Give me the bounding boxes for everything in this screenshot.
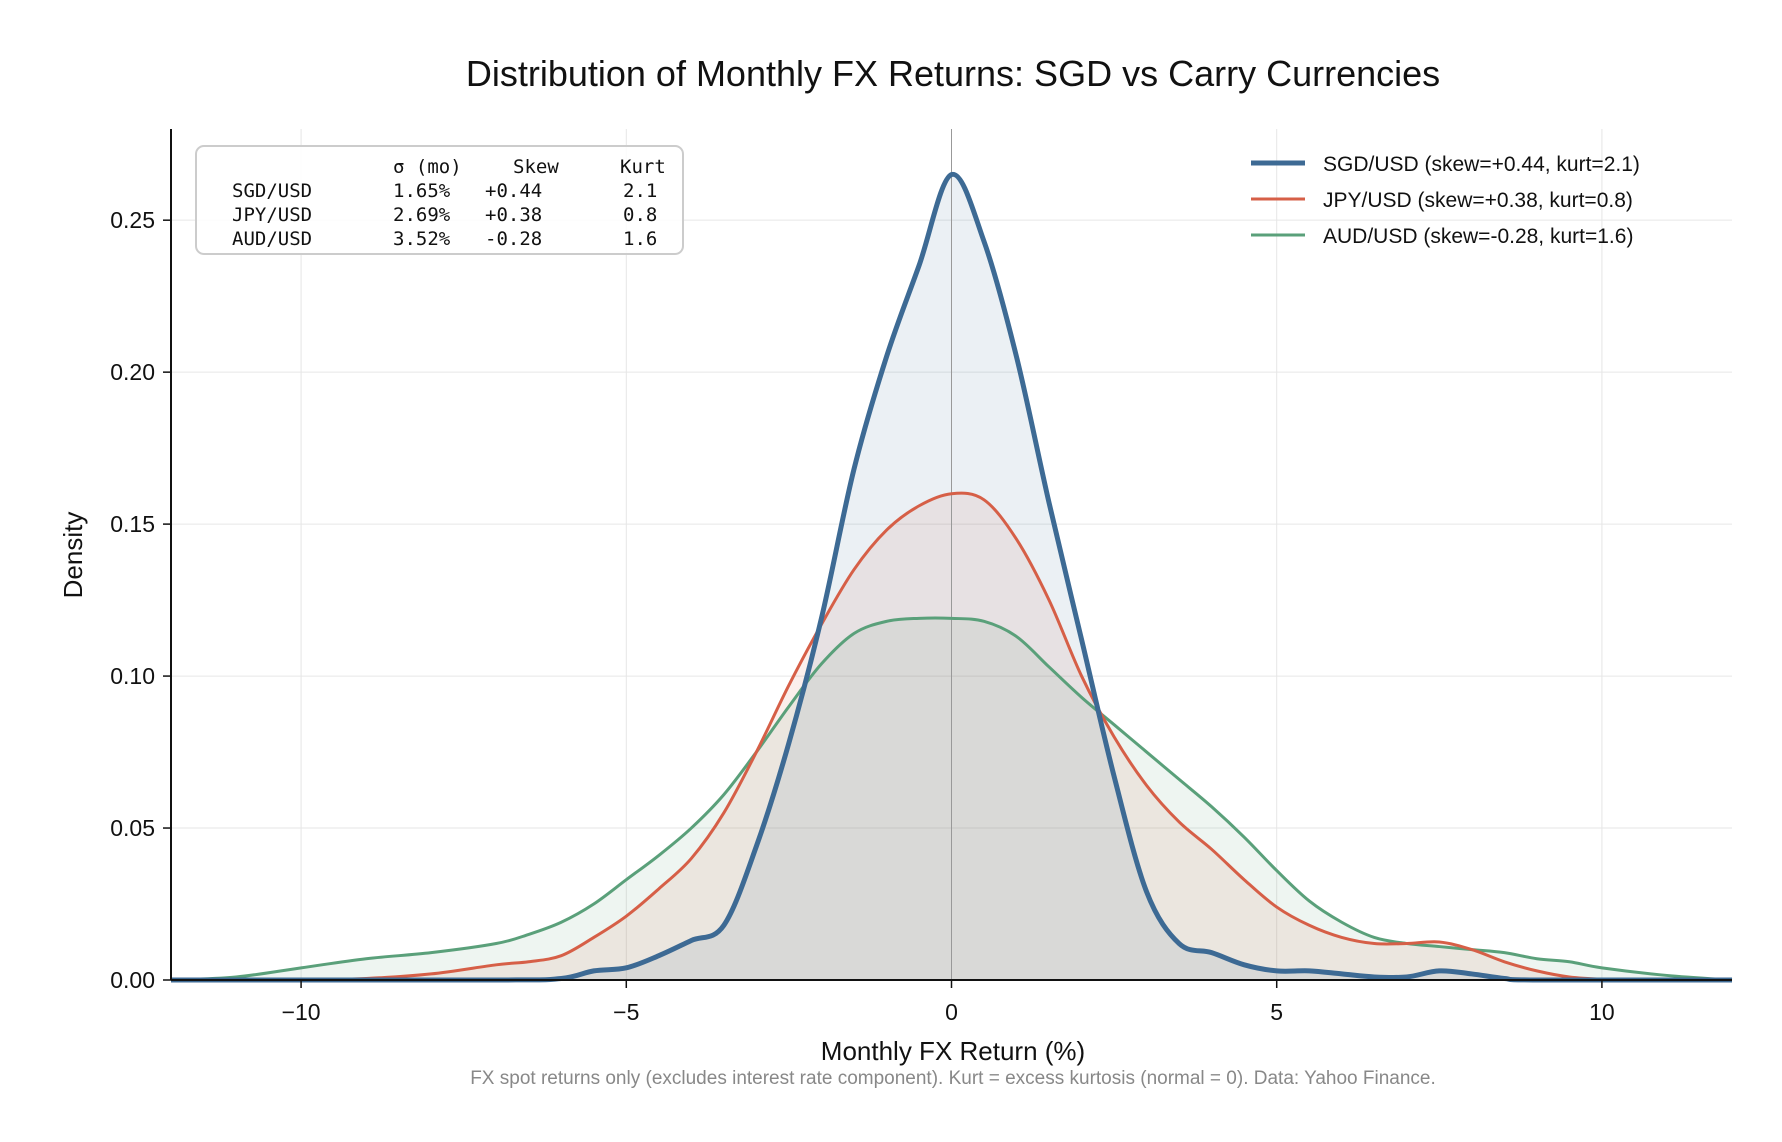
chart-title: Distribution of Monthly FX Returns: SGD … (466, 53, 1440, 94)
y-tick-label: 0.25 (110, 207, 155, 233)
x-tick-label: −10 (282, 999, 321, 1025)
x-tick-label: 0 (945, 999, 958, 1025)
stats-cell: 1.6 (623, 228, 657, 250)
series-lines (170, 172, 1733, 983)
y-tick-label: 0.15 (110, 511, 155, 537)
legend-label: JPY/USD (skew=+0.38, kurt=0.8) (1323, 189, 1633, 212)
y-tick-label: 0.20 (110, 359, 155, 385)
stats-cell: 2.69% (393, 204, 451, 226)
series-line-0 (171, 172, 1732, 983)
legend-label: AUD/USD (skew=-0.28, kurt=1.6) (1323, 225, 1633, 248)
x-tick-label: 5 (1270, 999, 1283, 1025)
stats-cell: 2.1 (623, 180, 657, 202)
stats-cell: +0.38 (485, 204, 542, 226)
legend: SGD/USD (skew=+0.44, kurt=2.1) JPY/USD (s… (1251, 153, 1640, 248)
axes (163, 129, 1732, 988)
stats-cell: SGD/USD (232, 180, 312, 202)
x-tick-label: 10 (1589, 999, 1615, 1025)
stats-cell: 0.8 (623, 204, 657, 226)
stats-header: Skew (513, 156, 559, 178)
x-tick-label: −5 (613, 999, 639, 1025)
footnote: FX spot returns only (excludes interest … (470, 1068, 1436, 1089)
stats-table: σ (mo) Skew Kurt SGD/USD 1.65% +0.44 2.1 JPY/US… (195, 145, 684, 255)
stats-header: σ (mo) (393, 156, 462, 178)
tick-labels: −10 −5 0 5 10 0.00 0.05 0.10 0.15 0.20 0.25 (110, 207, 1614, 1025)
legend-label: SGD/USD (skew=+0.44, kurt=2.1) (1323, 153, 1640, 176)
stats-cell: JPY/USD (232, 204, 312, 226)
y-tick-label: 0.00 (110, 967, 155, 993)
stats-cell: 1.65% (393, 180, 451, 202)
stats-table-box (195, 145, 684, 255)
stats-cell: -0.28 (485, 228, 542, 250)
y-tick-label: 0.05 (110, 815, 155, 841)
series-line-2 (170, 616, 1733, 982)
stats-cell: AUD/USD (232, 228, 312, 250)
stats-header: Kurt (620, 156, 666, 178)
stats-cell: 3.52% (393, 228, 451, 250)
stats-cell: +0.44 (485, 180, 542, 202)
y-axis-label: Density (58, 512, 88, 599)
x-axis-label: Monthly FX Return (%) (821, 1036, 1085, 1066)
y-tick-label: 0.10 (110, 663, 155, 689)
series-line-1 (171, 491, 1732, 982)
